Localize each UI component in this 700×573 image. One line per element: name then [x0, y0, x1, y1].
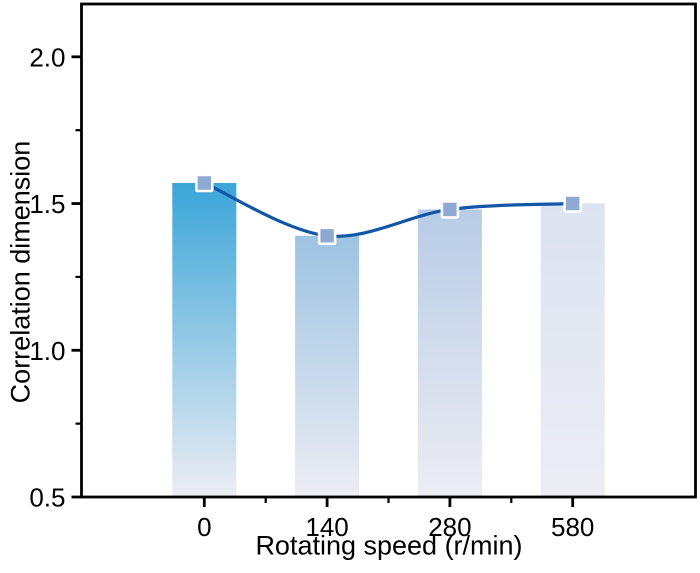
- y-tick-label: 2.0: [29, 42, 65, 72]
- bar-0: [172, 183, 237, 497]
- data-point-marker-140: [317, 226, 337, 246]
- x-tick-label: 140: [305, 512, 348, 542]
- data-point-marker-0: [195, 173, 214, 193]
- x-tick-label: 0: [197, 512, 211, 542]
- y-tick-label: 1.5: [29, 189, 65, 219]
- y-tick-label: 0.5: [29, 483, 65, 513]
- data-point-marker-580: [563, 194, 583, 213]
- trend-line: [203, 181, 573, 238]
- y-tick-label: 1.0: [29, 336, 65, 366]
- bar-140: [295, 235, 360, 497]
- x-axis-title: Rotating speed (r/min): [255, 530, 523, 561]
- x-tick-label: 580: [551, 512, 594, 542]
- bar-280: [417, 209, 482, 497]
- data-point-marker-280: [440, 200, 460, 219]
- y-axis-title: Correlation dimension: [5, 140, 36, 404]
- x-tick-label: 280: [428, 512, 471, 542]
- bar-580: [540, 203, 605, 498]
